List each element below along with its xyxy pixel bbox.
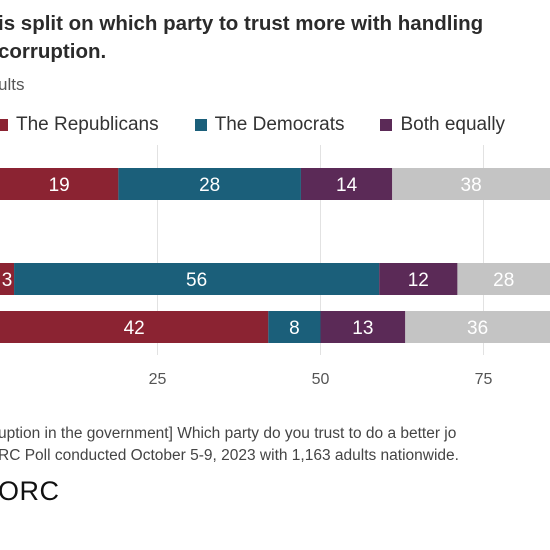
legend-label-both-equally: Both equally	[400, 114, 506, 135]
bar-segment-r2-s4	[457, 263, 550, 295]
bar-segment-r3-s4	[405, 311, 550, 343]
x-tick-label-50: 50	[312, 371, 330, 388]
x-tick-label-25: 25	[149, 371, 167, 388]
data-label-r3-s4: 36	[467, 318, 488, 339]
data-label-r1-s4: 38	[461, 175, 482, 196]
data-label-r1-s2: 28	[199, 175, 220, 196]
data-label-r3-s2: 8	[289, 318, 300, 339]
bar-segment-r2-s3	[379, 263, 458, 295]
legend-swatch-both-equally	[380, 119, 393, 131]
legend-item-republicans: The Republicans	[0, 114, 159, 136]
legend: The Republicans The Democrats Both equal…	[0, 113, 541, 137]
data-label-r2-s4: 28	[493, 270, 514, 291]
data-label-r3-s3: 13	[352, 318, 373, 339]
legend-item-democrats: The Democrats	[194, 114, 345, 136]
legend-label-republicans: The Republicans	[16, 114, 159, 135]
bar-segment-r3-s3	[320, 311, 406, 343]
bar-segment-r1-s1	[0, 168, 119, 200]
bar-segment-r1-s3	[300, 168, 393, 200]
data-label-r3-s1: 42	[124, 318, 145, 339]
legend-label-democrats: The Democrats	[214, 114, 345, 135]
x-tick-label-75: 75	[475, 371, 493, 388]
data-label-r2-s1: 3	[2, 270, 13, 291]
data-label-r2-s3: 12	[408, 270, 429, 291]
chart-subtitle: ults	[0, 75, 25, 94]
bar-segment-r2-s2	[14, 263, 380, 295]
bar-segment-r3-s1	[0, 311, 269, 343]
source-note: uption in the government] Which party do…	[0, 425, 459, 464]
data-label-r1-s1: 19	[49, 175, 70, 196]
legend-swatch-democrats	[194, 119, 207, 131]
legend-item-both-equally: Both equally	[380, 114, 505, 136]
bar-segment-r3-s2	[268, 311, 321, 343]
legend-swatch-republicans	[0, 119, 8, 131]
brand-logo: ORC	[0, 476, 60, 506]
chart-title: is split on which party to trust more wi…	[0, 12, 484, 63]
bar-segment-r1-s4	[392, 168, 550, 200]
data-label-r2-s2: 56	[186, 270, 207, 291]
bar-segment-r1-s2	[118, 168, 301, 200]
bar-segment-r2-s1	[0, 263, 15, 295]
data-label-r1-s3: 14	[336, 175, 358, 196]
